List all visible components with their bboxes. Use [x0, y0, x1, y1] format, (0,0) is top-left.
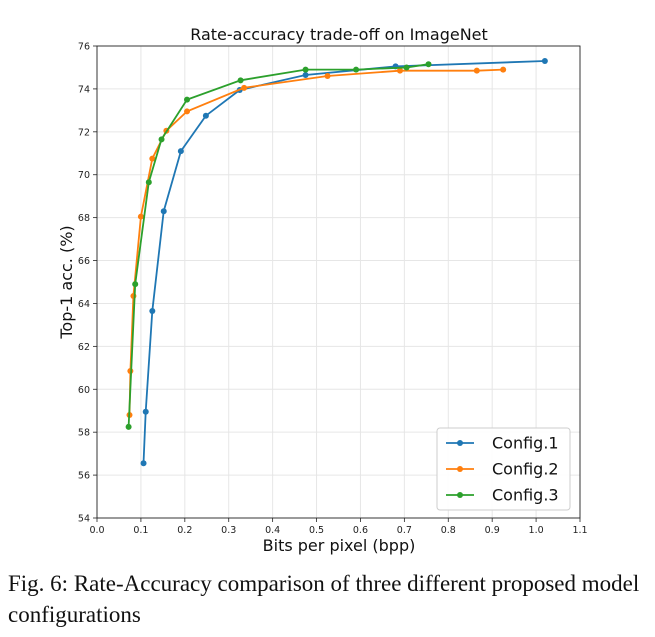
y-tick-label: 66 — [78, 256, 90, 267]
data-point — [396, 67, 403, 74]
y-tick-label: 68 — [78, 213, 90, 224]
x-tick-label: 1.1 — [572, 525, 587, 536]
data-point — [241, 84, 248, 91]
x-tick-label: 0.9 — [485, 525, 500, 536]
x-tick-label: 0.5 — [309, 525, 324, 536]
y-tick-label: 74 — [78, 84, 90, 95]
y-tick-label: 62 — [78, 342, 90, 353]
data-point — [302, 71, 309, 78]
y-tick-label: 54 — [78, 514, 90, 525]
data-point — [202, 112, 209, 119]
series-line — [128, 68, 504, 416]
x-tick-label: 0.2 — [177, 525, 192, 536]
x-axis-label: Bits per pixel (bpp) — [263, 536, 416, 555]
legend-marker — [457, 492, 463, 498]
data-point — [403, 64, 410, 71]
legend-label: Config.2 — [492, 460, 559, 479]
y-tick-label: 58 — [78, 428, 90, 439]
data-point — [324, 73, 331, 80]
data-point — [142, 408, 149, 415]
data-point — [132, 281, 139, 288]
legend-box — [436, 427, 571, 511]
legend-label: Config.1 — [492, 434, 559, 453]
x-tick-label: 0.0 — [89, 525, 104, 536]
data-point — [160, 208, 167, 215]
data-point — [149, 307, 156, 314]
y-tick-label: 64 — [78, 299, 90, 310]
y-axis-label: Top-1 acc. (%) — [57, 225, 76, 339]
data-point — [149, 155, 156, 162]
data-point — [125, 423, 132, 430]
data-point — [140, 460, 147, 467]
data-point — [145, 179, 152, 186]
x-tick-label: 0.3 — [221, 525, 236, 536]
y-tick-label: 76 — [78, 42, 90, 53]
plot-frame — [96, 45, 581, 519]
series-layer — [125, 58, 548, 467]
legend-marker — [457, 466, 463, 472]
data-point — [184, 96, 191, 103]
series-line — [127, 63, 429, 427]
axes: 0.0 0.1 0.2 0.3 0.4 0.5 0.6 0.7 0.8 0.9 1.0 1.1 54 56… — [78, 42, 588, 537]
data-point — [158, 136, 165, 143]
x-tick-label: 0.7 — [397, 525, 412, 536]
legend: Config.1 Config.2 Config.3 — [436, 427, 571, 511]
y-tick-label: 60 — [78, 385, 90, 396]
x-tick-label: 1.0 — [529, 525, 544, 536]
x-tick-label: 0.1 — [133, 525, 148, 536]
chart-title: Rate-accuracy trade-off on ImageNet — [190, 25, 488, 44]
data-point — [177, 148, 184, 155]
x-tick-label: 0.6 — [353, 525, 368, 536]
data-point — [137, 213, 144, 220]
legend-label: Config.3 — [492, 486, 559, 505]
data-point — [473, 67, 480, 74]
y-tick-label: 56 — [78, 471, 90, 482]
legend-marker — [457, 440, 463, 446]
data-point — [237, 77, 244, 84]
x-tick-label: 0.4 — [265, 525, 280, 536]
data-point — [302, 66, 309, 73]
y-tick-label: 70 — [78, 170, 90, 181]
figure-caption: Fig. 6: Rate-Accuracy comparison of thre… — [8, 571, 640, 627]
series-line — [142, 60, 545, 464]
y-tick-label: 72 — [78, 127, 90, 138]
series-config-1 — [140, 58, 548, 467]
x-tick-label: 0.8 — [441, 525, 456, 536]
data-point — [425, 61, 432, 68]
data-point — [353, 66, 360, 73]
data-point — [541, 58, 548, 65]
data-point — [184, 108, 191, 115]
rate-accuracy-chart: Rate-accuracy trade-off on ImageNet 0.0 0… — [57, 25, 588, 555]
data-point — [500, 66, 507, 73]
series-config-3 — [125, 61, 432, 430]
